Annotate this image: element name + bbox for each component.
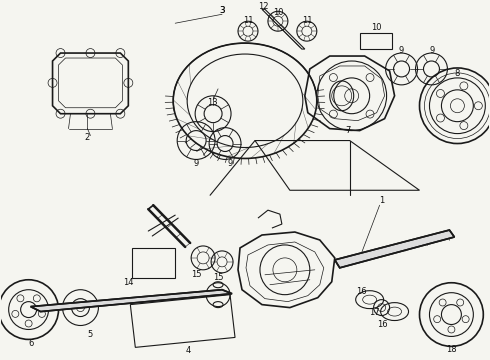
Text: 1: 1 [379, 196, 384, 205]
Polygon shape [335, 230, 454, 268]
Text: 15: 15 [191, 270, 201, 279]
Text: 3: 3 [219, 6, 225, 15]
Text: 11: 11 [302, 16, 313, 25]
Text: 16: 16 [377, 320, 388, 329]
Text: 16: 16 [356, 287, 367, 296]
Text: 3: 3 [220, 6, 225, 15]
Text: 10: 10 [371, 23, 382, 32]
Polygon shape [30, 290, 232, 311]
Text: 9: 9 [194, 159, 199, 168]
Text: 2: 2 [85, 133, 90, 142]
Text: 11: 11 [243, 16, 253, 25]
Text: 12: 12 [258, 2, 268, 11]
Text: 10: 10 [272, 8, 283, 17]
Text: 7: 7 [345, 126, 350, 135]
Text: 8: 8 [455, 69, 460, 78]
Text: 4: 4 [186, 346, 191, 355]
Bar [360, 33, 392, 49]
Text: 9: 9 [399, 46, 404, 55]
Text: 6: 6 [28, 339, 33, 348]
Text: 15: 15 [213, 273, 223, 282]
Text: 17: 17 [369, 308, 380, 317]
Text: 5: 5 [88, 330, 93, 339]
Text: 9: 9 [227, 159, 233, 168]
Text: 13: 13 [207, 98, 218, 107]
Text: 18: 18 [446, 345, 457, 354]
Text: 9: 9 [430, 46, 435, 55]
Text: 14: 14 [123, 278, 134, 287]
